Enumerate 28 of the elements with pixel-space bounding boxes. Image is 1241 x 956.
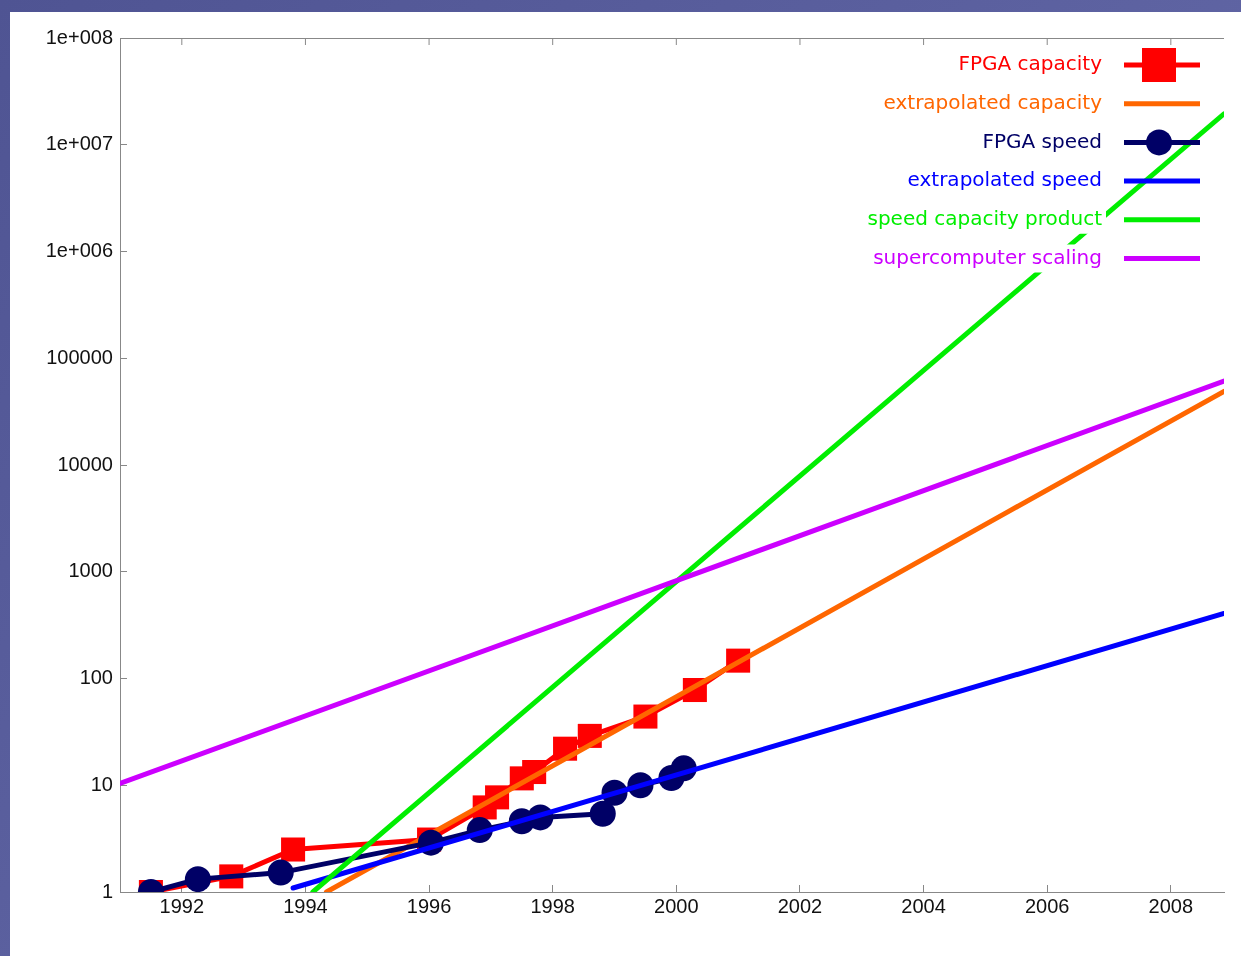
legend-label: extrapolated capacity	[883, 89, 1103, 114]
x-tick-label: 1992	[159, 894, 205, 917]
y-tick-label: 1e+008	[45, 25, 113, 48]
y-tick-label: 1e+007	[45, 132, 113, 155]
y-tick-label: 100000	[46, 345, 113, 368]
legend-label: supercomputer scaling	[873, 244, 1102, 269]
y-tick-label: 100	[79, 666, 113, 689]
point	[589, 800, 616, 827]
y-tick-label: 10	[90, 772, 113, 795]
x-tick-label: 2008	[1148, 894, 1194, 917]
x-tick-label: 2002	[777, 894, 823, 917]
legend-label: speed capacity product	[867, 206, 1103, 230]
x-tick-label: 2004	[901, 894, 946, 917]
y-tick-label: 10000	[57, 452, 113, 475]
legend-label: FPGA capacity	[958, 51, 1103, 76]
x-tick-label: 2000	[654, 894, 699, 917]
x-tick-label: 1998	[530, 894, 575, 917]
point	[267, 859, 294, 886]
legend-label: FPGA speed	[982, 128, 1102, 153]
y-tick-label: 1000	[68, 559, 113, 582]
y-tick-label: 1	[101, 879, 113, 902]
legend-label: extrapolated speed	[907, 167, 1102, 192]
point	[184, 866, 211, 892]
x-tick-label: 1994	[283, 894, 328, 917]
point	[281, 837, 306, 862]
x-tick-label: 1996	[406, 894, 452, 917]
x-tick-label: 2006	[1024, 894, 1070, 917]
y-tick-label: 1e+006	[45, 239, 113, 262]
